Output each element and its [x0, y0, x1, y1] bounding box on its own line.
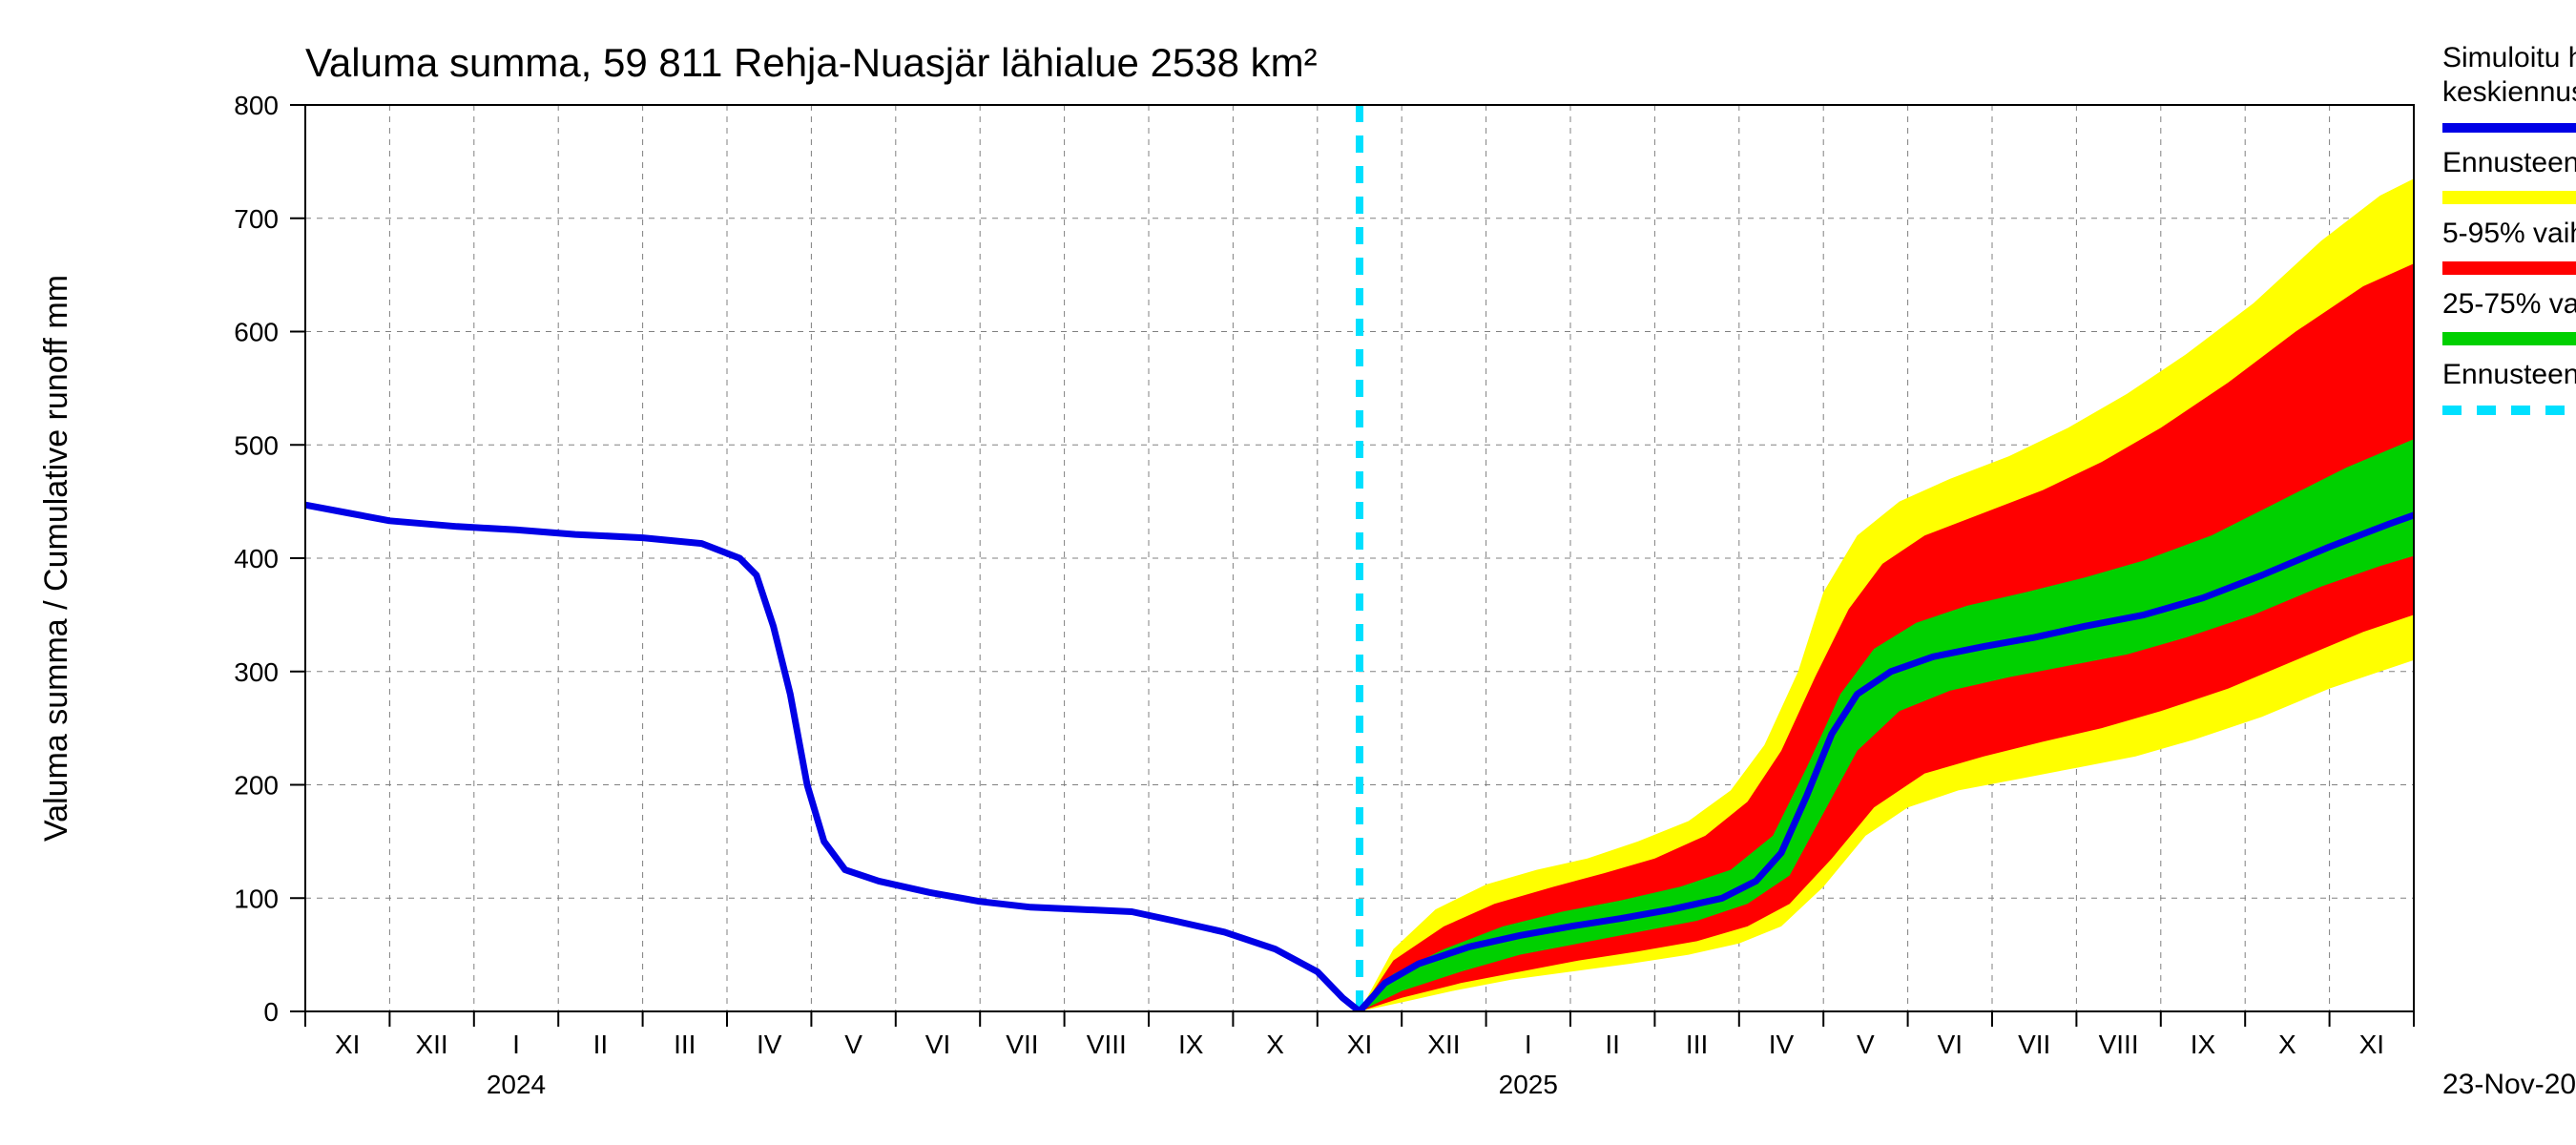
band-5-95 — [1360, 263, 2414, 1011]
y-tick-label: 800 — [234, 91, 279, 120]
x-tick-label: IX — [1178, 1030, 1204, 1059]
x-tick-label: XI — [2359, 1030, 2384, 1059]
x-tick-label: I — [1525, 1030, 1532, 1059]
y-axis-title: Valuma summa / Cumulative runoff mm — [38, 275, 74, 842]
x-year-label: 2024 — [487, 1070, 546, 1099]
x-tick-label: XI — [1347, 1030, 1372, 1059]
x-tick-label: IV — [1769, 1030, 1795, 1059]
x-tick-label: III — [674, 1030, 696, 1059]
x-tick-label: VI — [925, 1030, 950, 1059]
y-tick-label: 400 — [234, 544, 279, 573]
legend-label: 25-75% vaihteluväli — [2442, 288, 2576, 320]
chart-svg: 0100200300400500600700800XIXIIIIIIIIIVVV… — [0, 0, 2576, 1145]
x-tick-label: VI — [1938, 1030, 1963, 1059]
x-axis: XIXIIIIIIIIIVVVIVIIVIIIIXXXIXIIIIIIIIIVV… — [305, 1011, 2414, 1099]
y-tick-label: 300 — [234, 657, 279, 687]
legend-label: Ennusteen vaihteluväli — [2442, 147, 2576, 178]
x-tick-label: X — [1266, 1030, 1284, 1059]
x-tick-label: XII — [1427, 1030, 1460, 1059]
x-tick-label: XII — [415, 1030, 447, 1059]
x-tick-label: VIII — [2099, 1030, 2139, 1059]
x-year-label: 2025 — [1499, 1070, 1558, 1099]
chart-title: Valuma summa, 59 811 Rehja-Nuasjär lähia… — [305, 40, 1318, 85]
x-tick-label: IX — [2191, 1030, 2216, 1059]
x-tick-label: VII — [2018, 1030, 2050, 1059]
x-tick-label: IV — [757, 1030, 782, 1059]
legend-swatch — [2442, 332, 2576, 345]
chart-container: 0100200300400500600700800XIXIIIIIIIIIVVV… — [0, 0, 2576, 1145]
x-tick-label: I — [512, 1030, 520, 1059]
x-tick-label: VII — [1006, 1030, 1038, 1059]
x-tick-label: II — [1605, 1030, 1620, 1059]
legend-label: keskiennuste — [2442, 76, 2576, 108]
x-tick-label: VIII — [1087, 1030, 1127, 1059]
y-axis: 0 100 200 300 400 500 600 700 800 — [234, 91, 305, 1027]
legend: Simuloitu historia jakeskiennuste Ennuste… — [2442, 42, 2576, 410]
legend-label: Simuloitu historia ja — [2442, 42, 2576, 73]
y-tick-label: 600 — [234, 318, 279, 347]
y-tick-label: 100 — [234, 884, 279, 913]
footer-timestamp: 23-Nov-2024 09:10 WSFS-O — [2442, 1069, 2576, 1100]
x-tick-label: III — [1686, 1030, 1708, 1059]
x-tick-label: V — [844, 1030, 862, 1059]
forecast-bands — [1360, 178, 2414, 1011]
y-tick-label: 500 — [234, 430, 279, 460]
x-tick-label: X — [2278, 1030, 2296, 1059]
legend-label: Ennusteen alku — [2442, 359, 2576, 390]
legend-label: 5-95% vaihteluväli — [2442, 218, 2576, 249]
y-tick-label: 700 — [234, 204, 279, 234]
y-tick-label: 0 — [263, 997, 279, 1027]
legend-swatch — [2442, 261, 2576, 275]
x-tick-label: II — [593, 1030, 609, 1059]
x-tick-label: XI — [335, 1030, 360, 1059]
x-tick-label: V — [1857, 1030, 1875, 1059]
legend-swatch — [2442, 191, 2576, 204]
y-tick-label: 200 — [234, 771, 279, 801]
